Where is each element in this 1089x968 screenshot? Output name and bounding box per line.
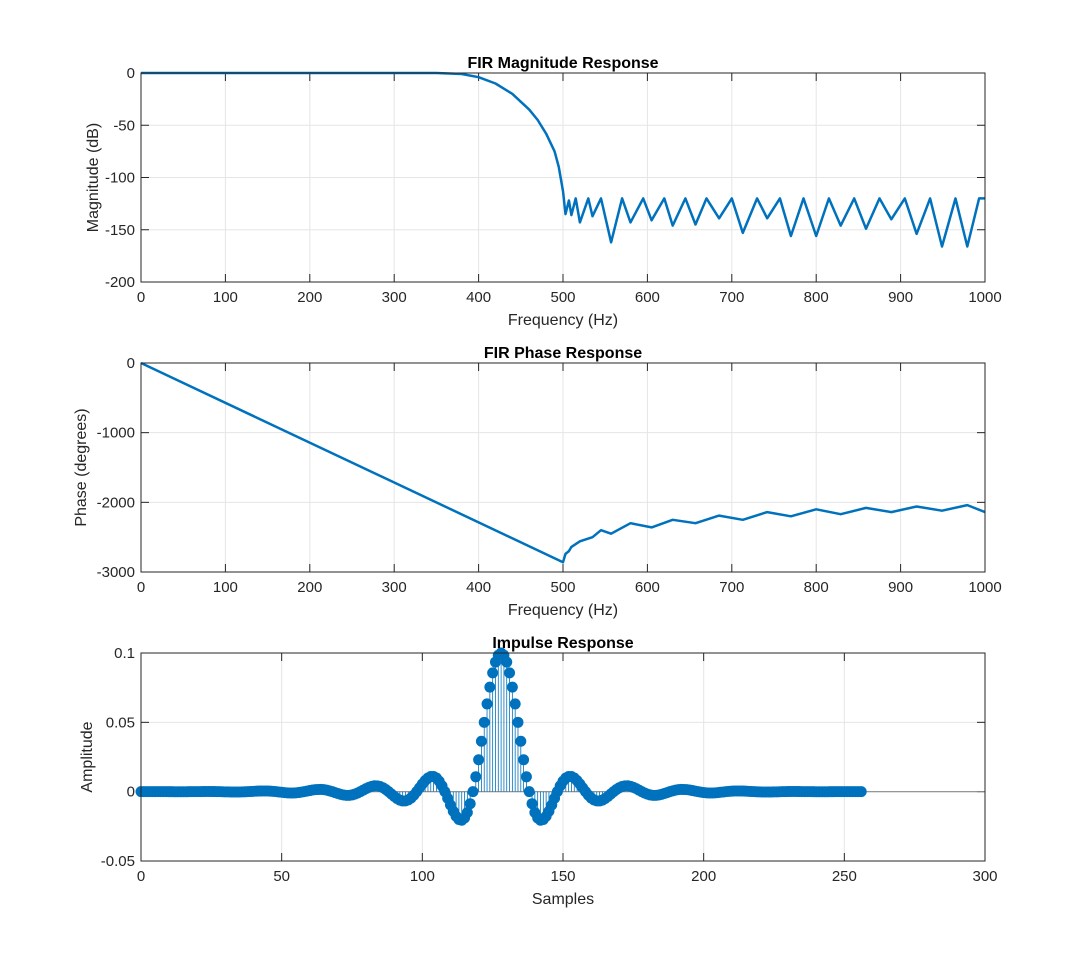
x-axis-label: Frequency (Hz) [508,602,618,619]
y-tick-label: -3000 [97,564,135,581]
x-tick-label: 0 [137,289,145,306]
x-tick-label: 600 [635,579,660,596]
x-tick-label: 700 [719,579,744,596]
x-axis-label: Samples [532,891,594,908]
y-tick-label: 0 [127,355,135,372]
stem-marker [484,681,496,693]
x-tick-label: 0 [137,868,145,885]
magnitude-plot: 0 100 200 300 400 500 600 700 800 900 1000 0 -50 -100… [85,55,1002,329]
y-tick-label: -0.05 [101,853,135,870]
stem-marker [855,786,867,798]
series-line [141,71,985,248]
stem-marker [506,681,518,693]
stem-marker [509,698,521,710]
stem-marker [461,807,473,819]
stem-marker [467,786,479,798]
y-tick-label: -1000 [97,425,135,442]
phase-plot: 0 100 200 300 400 500 600 700 800 900 1000 0 -1000 -2… [73,345,1002,619]
series-line [141,361,985,564]
y-axis-label: Phase (degrees) [73,408,90,526]
stem-marker [470,771,482,783]
x-tick-label: 200 [691,868,716,885]
stem-marker [501,656,513,668]
x-tick-label: 100 [410,868,435,885]
stem-marker [523,786,535,798]
y-tick-label: 0.05 [106,714,135,731]
x-axis-label: Frequency (Hz) [508,312,618,329]
y-tick-label: 0.1 [114,645,135,662]
x-tick-label: 1000 [968,289,1001,306]
y-tick-label: 0 [127,65,135,82]
y-axis-label: Amplitude [79,721,96,792]
x-tick-label: 900 [888,289,913,306]
x-tick-label: 400 [466,289,491,306]
stem-marker [512,716,524,728]
x-tick-label: 200 [297,289,322,306]
axes-box [140,72,986,283]
axes-box [140,652,986,862]
x-tick-label: 100 [213,289,238,306]
x-tick-label: 700 [719,289,744,306]
x-tick-label: 500 [550,289,575,306]
stem-marker [518,754,530,766]
stem-marker [473,754,485,766]
stem-marker [481,698,493,710]
y-tick-label: 0 [127,784,135,801]
x-tick-label: 300 [972,868,997,885]
x-tick-label: 0 [137,579,145,596]
y-tick-label: -200 [105,274,135,291]
y-axis-label: Magnitude (dB) [85,123,102,232]
x-tick-label: 300 [382,579,407,596]
y-tick-label: -2000 [97,494,135,511]
y-tick-label: -50 [113,117,135,134]
axes-box [140,362,986,573]
stem-marker [464,798,476,810]
x-tick-label: 1000 [968,579,1001,596]
stem-marker [475,735,487,747]
x-tick-label: 200 [297,579,322,596]
x-tick-label: 800 [804,289,829,306]
y-tick-label: -150 [105,222,135,239]
stem-marker [520,771,532,783]
y-tick-label: -100 [105,170,135,187]
x-tick-label: 250 [832,868,857,885]
x-tick-label: 500 [550,579,575,596]
x-tick-label: 50 [273,868,290,885]
x-tick-label: 100 [213,579,238,596]
chart-title: FIR Magnitude Response [467,55,658,72]
stem-marker [478,716,490,728]
stem-marker [515,735,527,747]
stem-marker [504,667,516,679]
x-tick-label: 800 [804,579,829,596]
chart-title: FIR Phase Response [484,345,642,362]
x-tick-label: 900 [888,579,913,596]
x-tick-label: 150 [550,868,575,885]
x-tick-label: 600 [635,289,660,306]
stem-marker [487,667,499,679]
x-tick-label: 400 [466,579,491,596]
chart-title: Impulse Response [492,635,633,652]
x-tick-label: 300 [382,289,407,306]
